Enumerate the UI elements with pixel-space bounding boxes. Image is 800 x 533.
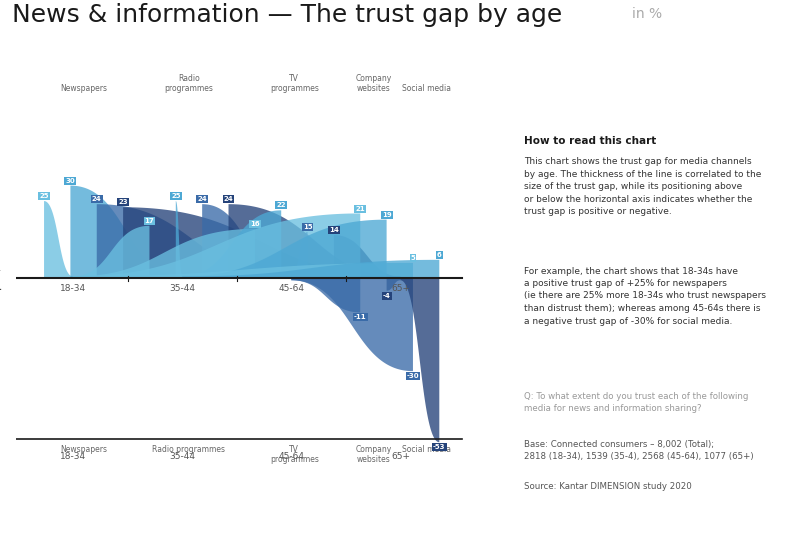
Text: 35-44: 35-44	[169, 284, 195, 293]
Text: 24: 24	[198, 196, 207, 202]
Text: 25: 25	[39, 193, 49, 199]
Text: 45-64: 45-64	[278, 284, 304, 293]
Polygon shape	[182, 220, 386, 278]
Text: Radio programmes: Radio programmes	[153, 445, 226, 454]
Text: 17: 17	[145, 218, 154, 224]
Polygon shape	[291, 278, 360, 312]
Polygon shape	[73, 263, 413, 278]
Text: 35-44: 35-44	[169, 452, 195, 461]
Text: 18-34: 18-34	[60, 452, 86, 461]
Polygon shape	[73, 226, 150, 278]
Polygon shape	[291, 232, 307, 278]
Polygon shape	[73, 213, 360, 278]
Polygon shape	[182, 260, 439, 278]
Text: TV
programmes: TV programmes	[270, 445, 319, 464]
Text: -30: -30	[406, 373, 419, 379]
Text: This chart shows the trust gap for media channels
by age. The thickness of the l: This chart shows the trust gap for media…	[524, 157, 762, 216]
Text: 15: 15	[302, 224, 312, 230]
Text: -53: -53	[433, 444, 446, 450]
Text: 65+: 65+	[391, 452, 410, 461]
Polygon shape	[182, 211, 282, 278]
Text: 22: 22	[277, 203, 286, 208]
Text: 30: 30	[66, 177, 75, 184]
Text: -4: -4	[382, 293, 390, 298]
Text: in %: in %	[632, 7, 662, 21]
Text: Company
websites: Company websites	[355, 74, 391, 93]
Text: 19: 19	[382, 212, 391, 217]
Text: Newspapers: Newspapers	[60, 445, 107, 454]
Text: Company
websites: Company websites	[355, 445, 391, 464]
Text: Base: Connected consumers – 8,002 (Total);
2818 (18-34), 1539 (35-4), 2568 (45-6: Base: Connected consumers – 8,002 (Total…	[524, 440, 754, 461]
Text: 65+: 65+	[391, 284, 410, 293]
Text: 25: 25	[171, 193, 181, 199]
Polygon shape	[176, 201, 182, 278]
Text: 6: 6	[437, 252, 442, 258]
Text: 5: 5	[410, 255, 415, 261]
Text: −: −	[0, 282, 2, 297]
Text: News & information — The trust gap by age: News & information — The trust gap by ag…	[12, 3, 562, 27]
Text: 24: 24	[224, 196, 234, 202]
Text: 18-34: 18-34	[60, 284, 86, 293]
Polygon shape	[123, 207, 401, 278]
Polygon shape	[73, 229, 255, 278]
Text: 16: 16	[250, 221, 260, 227]
Text: 14: 14	[329, 227, 339, 233]
Text: -11: -11	[354, 314, 366, 320]
Polygon shape	[334, 235, 401, 278]
Text: 23: 23	[118, 199, 128, 205]
Polygon shape	[229, 204, 401, 278]
Polygon shape	[386, 278, 401, 290]
Polygon shape	[44, 201, 73, 278]
Text: 21: 21	[355, 206, 365, 212]
Text: 24: 24	[92, 196, 102, 202]
Text: Social media: Social media	[402, 445, 450, 454]
Text: Source: Kantar DIMENSION study 2020: Source: Kantar DIMENSION study 2020	[524, 482, 692, 491]
Polygon shape	[70, 185, 182, 278]
Polygon shape	[401, 278, 439, 442]
Polygon shape	[291, 278, 413, 371]
Text: For example, the chart shows that 18-34s have
a positive trust gap of +25% for n: For example, the chart shows that 18-34s…	[524, 266, 766, 326]
Text: How to read this chart: How to read this chart	[524, 136, 656, 146]
Polygon shape	[202, 204, 291, 278]
Text: Social media: Social media	[402, 84, 450, 93]
Text: Newspapers: Newspapers	[60, 84, 107, 93]
Polygon shape	[97, 204, 291, 278]
Text: 45-64: 45-64	[278, 452, 304, 461]
Text: +: +	[0, 264, 2, 277]
Text: Q: To what extent do you trust each of the following
media for news and informat: Q: To what extent do you trust each of t…	[524, 392, 748, 413]
Text: TV
programmes: TV programmes	[270, 74, 319, 93]
Text: Radio
programmes: Radio programmes	[165, 74, 214, 93]
